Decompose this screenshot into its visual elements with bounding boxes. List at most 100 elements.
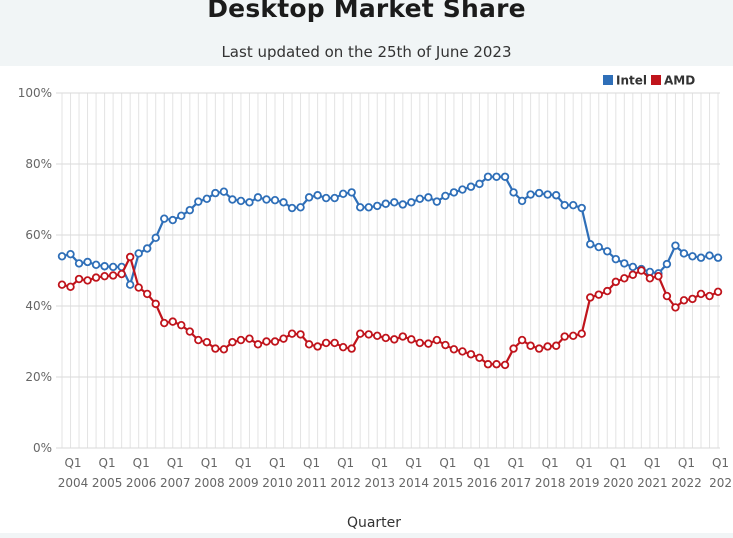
data-point-intel — [125, 280, 135, 289]
x-tick-year-label: 2014 — [399, 476, 430, 490]
data-point-amd — [168, 317, 177, 326]
data-point-intel — [458, 185, 467, 194]
chart-legend: Intel AMD — [603, 74, 695, 88]
data-point-amd — [483, 360, 493, 369]
x-tick-quarter-label: Q1 — [133, 456, 150, 470]
data-point-amd — [194, 335, 203, 345]
data-point-intel — [270, 196, 280, 205]
data-point-amd — [57, 280, 67, 289]
x-tick-quarter-label: Q1 — [712, 456, 729, 470]
data-point-amd — [517, 335, 527, 345]
x-tick-quarter-label: Q1 — [303, 456, 320, 470]
x-tick-quarter-label: Q1 — [235, 456, 252, 470]
data-point-amd — [594, 290, 603, 299]
data-point-amd — [287, 329, 297, 338]
data-point-amd — [432, 335, 442, 345]
data-point-intel — [304, 193, 314, 202]
data-point-amd — [458, 347, 467, 356]
data-point-intel — [142, 244, 152, 253]
data-point-intel — [586, 240, 595, 249]
data-point-intel — [475, 179, 484, 189]
data-point-amd — [313, 342, 322, 351]
x-tick-year-label: 2012 — [330, 476, 361, 490]
data-point-intel — [296, 203, 305, 212]
data-point-amd — [228, 338, 237, 347]
data-point-intel — [492, 172, 501, 181]
data-point-intel — [509, 188, 518, 197]
data-point-intel — [236, 196, 246, 206]
x-tick-year-label: 2006 — [126, 476, 157, 490]
data-point-intel — [338, 189, 348, 199]
data-point-amd — [466, 350, 476, 359]
data-point-amd — [449, 345, 459, 354]
data-point-amd — [330, 338, 339, 348]
data-point-amd — [108, 271, 118, 280]
chart-header: Desktop Market Share Last updated on the… — [0, 0, 733, 66]
data-point-amd — [142, 289, 152, 299]
data-point-intel — [432, 197, 442, 206]
data-point-amd — [270, 337, 280, 346]
data-point-intel — [202, 194, 212, 203]
y-tick-label: 100% — [18, 86, 52, 100]
data-point-amd — [500, 360, 510, 370]
series-layer — [57, 172, 723, 370]
data-point-intel — [560, 200, 569, 210]
data-point-intel — [313, 191, 322, 200]
x-tick-year-label: 2007 — [160, 476, 191, 490]
data-point-intel — [279, 198, 288, 207]
data-point-amd — [603, 286, 612, 296]
legend-label-intel: Intel — [616, 74, 647, 88]
data-point-intel — [466, 182, 476, 191]
data-point-amd — [117, 269, 126, 279]
data-point-intel — [151, 233, 160, 243]
x-tick-year-label: 202 — [709, 476, 732, 490]
x-tick-year-label: 2004 — [58, 476, 89, 490]
x-tick-year-label: 2011 — [296, 476, 327, 490]
data-point-amd — [654, 271, 663, 281]
data-point-amd — [441, 340, 450, 350]
data-point-intel — [500, 172, 510, 181]
data-point-intel — [168, 215, 177, 225]
data-point-intel — [390, 198, 399, 207]
data-point-amd — [185, 327, 194, 336]
data-point-intel — [688, 252, 697, 261]
data-point-intel — [245, 198, 254, 207]
data-point-intel — [108, 262, 118, 272]
data-point-amd — [534, 344, 544, 353]
data-point-amd — [338, 342, 348, 352]
data-point-amd — [628, 270, 638, 279]
data-point-amd — [202, 338, 212, 347]
data-point-amd — [713, 287, 723, 296]
data-point-intel — [526, 190, 535, 199]
data-point-intel — [57, 252, 67, 261]
chart-subtitle: Last updated on the 25th of June 2023 — [221, 43, 512, 61]
x-tick-year-label: 2013 — [364, 476, 395, 490]
data-point-intel — [91, 260, 101, 270]
data-point-amd — [262, 337, 271, 346]
x-tick-year-label: 2005 — [92, 476, 123, 490]
data-point-amd — [560, 332, 569, 341]
data-point-amd — [83, 276, 92, 285]
data-point-intel — [713, 253, 723, 262]
x-tick-year-label: 2022 — [671, 476, 702, 490]
data-point-intel — [611, 254, 620, 264]
data-point-intel — [373, 201, 382, 211]
data-point-intel — [177, 211, 186, 221]
data-point-amd — [688, 294, 697, 304]
data-point-amd — [321, 338, 331, 348]
data-point-amd — [381, 333, 390, 343]
data-point-amd — [407, 335, 416, 344]
data-point-amd — [245, 334, 254, 343]
x-tick-quarter-label: Q1 — [405, 456, 422, 470]
data-point-intel — [66, 249, 75, 259]
data-point-amd — [492, 360, 501, 369]
data-point-intel — [705, 251, 714, 260]
data-point-amd — [364, 330, 373, 339]
data-point-amd — [398, 332, 407, 341]
x-tick-quarter-label: Q1 — [439, 456, 456, 470]
chart-title: Desktop Market Share — [207, 0, 526, 23]
data-point-intel — [160, 214, 169, 223]
data-point-intel — [381, 199, 390, 208]
data-point-intel — [620, 259, 629, 268]
data-point-amd — [424, 339, 433, 348]
